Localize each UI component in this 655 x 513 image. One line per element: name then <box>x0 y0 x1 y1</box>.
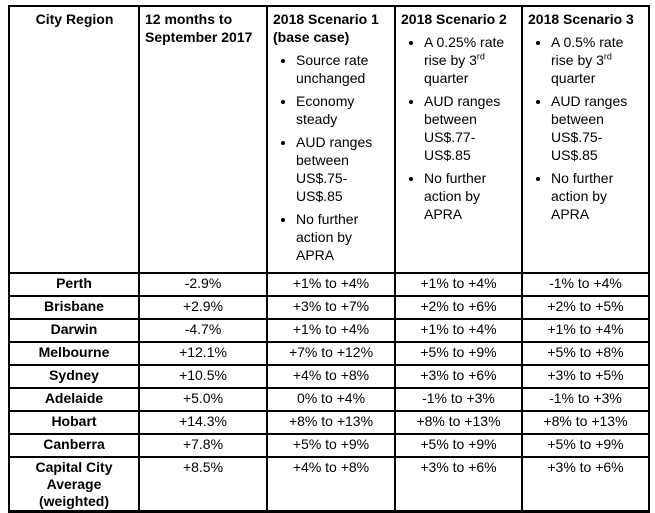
cell-city-region: Perth <box>8 272 140 297</box>
cell-city-region: Darwin <box>8 318 140 343</box>
cell-forecast-value: +2% to +5% <box>521 295 650 320</box>
scenario-bullet: Source rate unchanged <box>296 51 390 87</box>
cell-forecast-value: +8% to +13% <box>266 410 396 435</box>
scenario-1-bullet-list: Source rate unchanged Economy steady AUD r… <box>273 51 390 264</box>
cell-forecast-value: +2% to +6% <box>394 295 523 320</box>
cell-forecast-value: -2.9% <box>138 272 268 297</box>
header-title-city-region: City Region <box>35 11 114 27</box>
page: City Region 12 months to September 2017 … <box>0 0 655 489</box>
cell-forecast-value: +3% to +6% <box>394 364 523 389</box>
bullet-text: No further action by APRA <box>296 211 359 263</box>
scenario-bullet: A 0.25% rate rise by 3rd quarter <box>424 33 517 87</box>
cell-forecast-value: +3% to +7% <box>266 295 396 320</box>
bullet-text: A 0.25% rate rise by 3 <box>424 34 505 68</box>
scenario-bullet: AUD ranges between US$.75-US$.85 <box>296 133 390 205</box>
table-row: Hobart +14.3% +8% to +13% +8% to +13% +8% to… <box>8 410 650 435</box>
scenario-3-bullet-list: A 0.5% rate rise by 3rd quarter AUD range… <box>528 33 644 223</box>
cell-city-region: Hobart <box>8 410 140 435</box>
bullet-text: No further action by APRA <box>551 170 614 222</box>
cell-forecast-value: +1% to +4% <box>266 272 396 297</box>
scenario-bullet: Economy steady <box>296 92 390 128</box>
col-header-scenario-3: 2018 Scenario 3 A 0.5% rate rise by 3rd … <box>521 5 650 274</box>
cell-forecast-value: +2.9% <box>138 295 268 320</box>
scenario-2-bullet-list: A 0.25% rate rise by 3rd quarter AUD rang… <box>401 33 517 223</box>
cell-forecast-value: +1% to +4% <box>266 318 396 343</box>
table-row: Adelaide +5.0% 0% to +4% -1% to +3% -1% to +… <box>8 387 650 412</box>
scenario-bullet: AUD ranges between US$.75-US$.85 <box>551 92 644 164</box>
cell-forecast-value: +4% to +8% <box>266 364 396 389</box>
col-header-12-months: 12 months to September 2017 <box>138 5 268 274</box>
table-row: Perth -2.9% +1% to +4% +1% to +4% -1% to +4% <box>8 272 650 297</box>
bullet-text: Source rate unchanged <box>296 52 369 86</box>
header-title-12-months: 12 months to September 2017 <box>145 11 253 45</box>
table-row: Melbourne +12.1% +7% to +12% +5% to +9% +5% … <box>8 341 650 366</box>
cell-forecast-value: +3% to +6% <box>521 456 650 513</box>
header-title-scenario-3: 2018 Scenario 3 <box>528 11 634 27</box>
price-forecast-table: City Region 12 months to September 2017 … <box>8 5 650 513</box>
cell-forecast-value: +1% to +4% <box>521 318 650 343</box>
bullet-text: No further action by APRA <box>424 170 487 222</box>
cell-forecast-value: -4.7% <box>138 318 268 343</box>
scenario-bullet: No further action by APRA <box>424 169 517 223</box>
bullet-text: Economy steady <box>296 93 355 127</box>
cell-forecast-value: +7% to +12% <box>266 341 396 366</box>
bullet-text-superscript: rd <box>476 51 485 62</box>
cell-city-region: Adelaide <box>8 387 140 412</box>
table-header: City Region 12 months to September 2017 … <box>8 5 650 274</box>
cell-forecast-value: +8.5% <box>138 456 268 513</box>
cell-city-region: Brisbane <box>8 295 140 320</box>
header-title-scenario-2: 2018 Scenario 2 <box>401 11 507 27</box>
cell-forecast-value: +5% to +9% <box>394 341 523 366</box>
bullet-text: quarter <box>424 70 469 86</box>
cell-forecast-value: -1% to +4% <box>521 272 650 297</box>
cell-forecast-value: +14.3% <box>138 410 268 435</box>
cell-forecast-value: 0% to +4% <box>266 387 396 412</box>
cell-forecast-value: +5% to +8% <box>521 341 650 366</box>
bullet-text: AUD ranges between US$.75-US$.85 <box>551 93 628 163</box>
col-header-city-region: City Region <box>8 5 140 274</box>
cell-forecast-value: +4% to +8% <box>266 456 396 513</box>
bullet-text: A 0.5% rate rise by 3 <box>551 34 624 68</box>
col-header-scenario-1: 2018 Scenario 1 (base case) Source rate … <box>266 5 396 274</box>
cell-forecast-value: +5% to +9% <box>266 433 396 458</box>
scenario-bullet: No further action by APRA <box>296 210 390 264</box>
cell-forecast-value: +3% to +5% <box>521 364 650 389</box>
cell-forecast-value: +10.5% <box>138 364 268 389</box>
cell-forecast-value: +1% to +4% <box>394 318 523 343</box>
bullet-text-superscript: rd <box>603 51 612 62</box>
cell-forecast-value: +5% to +9% <box>521 433 650 458</box>
cell-forecast-value: +12.1% <box>138 341 268 366</box>
cell-forecast-value: +1% to +4% <box>394 272 523 297</box>
bullet-text: AUD ranges between US$.77-US$.85 <box>424 93 501 163</box>
cell-city-region: Capital City Average (weighted) <box>8 456 140 513</box>
header-title-scenario-1: 2018 Scenario 1 (base case) <box>273 11 379 45</box>
cell-forecast-value: +5.0% <box>138 387 268 412</box>
cell-forecast-value: +5% to +9% <box>394 433 523 458</box>
col-header-scenario-2: 2018 Scenario 2 A 0.25% rate rise by 3rd… <box>394 5 523 274</box>
cell-forecast-value: +8% to +13% <box>394 410 523 435</box>
cell-city-region: Melbourne <box>8 341 140 366</box>
table-row: Capital City Average (weighted) +8.5% +4% … <box>8 456 650 513</box>
table-row: Brisbane +2.9% +3% to +7% +2% to +6% +2% to … <box>8 295 650 320</box>
cell-forecast-value: +7.8% <box>138 433 268 458</box>
scenario-bullet: A 0.5% rate rise by 3rd quarter <box>551 33 644 87</box>
table-row: Canberra +7.8% +5% to +9% +5% to +9% +5% to … <box>8 433 650 458</box>
cell-forecast-value: -1% to +3% <box>521 387 650 412</box>
table-row: Darwin -4.7% +1% to +4% +1% to +4% +1% to +4… <box>8 318 650 343</box>
cell-city-region: Sydney <box>8 364 140 389</box>
bullet-text: AUD ranges between US$.75-US$.85 <box>296 134 373 204</box>
cell-forecast-value: -1% to +3% <box>394 387 523 412</box>
scenario-bullet: No further action by APRA <box>551 169 644 223</box>
bullet-text: quarter <box>551 70 596 86</box>
scenario-bullet: AUD ranges between US$.77-US$.85 <box>424 92 517 164</box>
table-body: Perth -2.9% +1% to +4% +1% to +4% -1% to +4%… <box>8 272 650 513</box>
cell-forecast-value: +8% to +13% <box>521 410 650 435</box>
cell-city-region: Canberra <box>8 433 140 458</box>
cell-forecast-value: +3% to +6% <box>394 456 523 513</box>
header-row: City Region 12 months to September 2017 … <box>8 5 650 274</box>
table-row: Sydney +10.5% +4% to +8% +3% to +6% +3% to +… <box>8 364 650 389</box>
